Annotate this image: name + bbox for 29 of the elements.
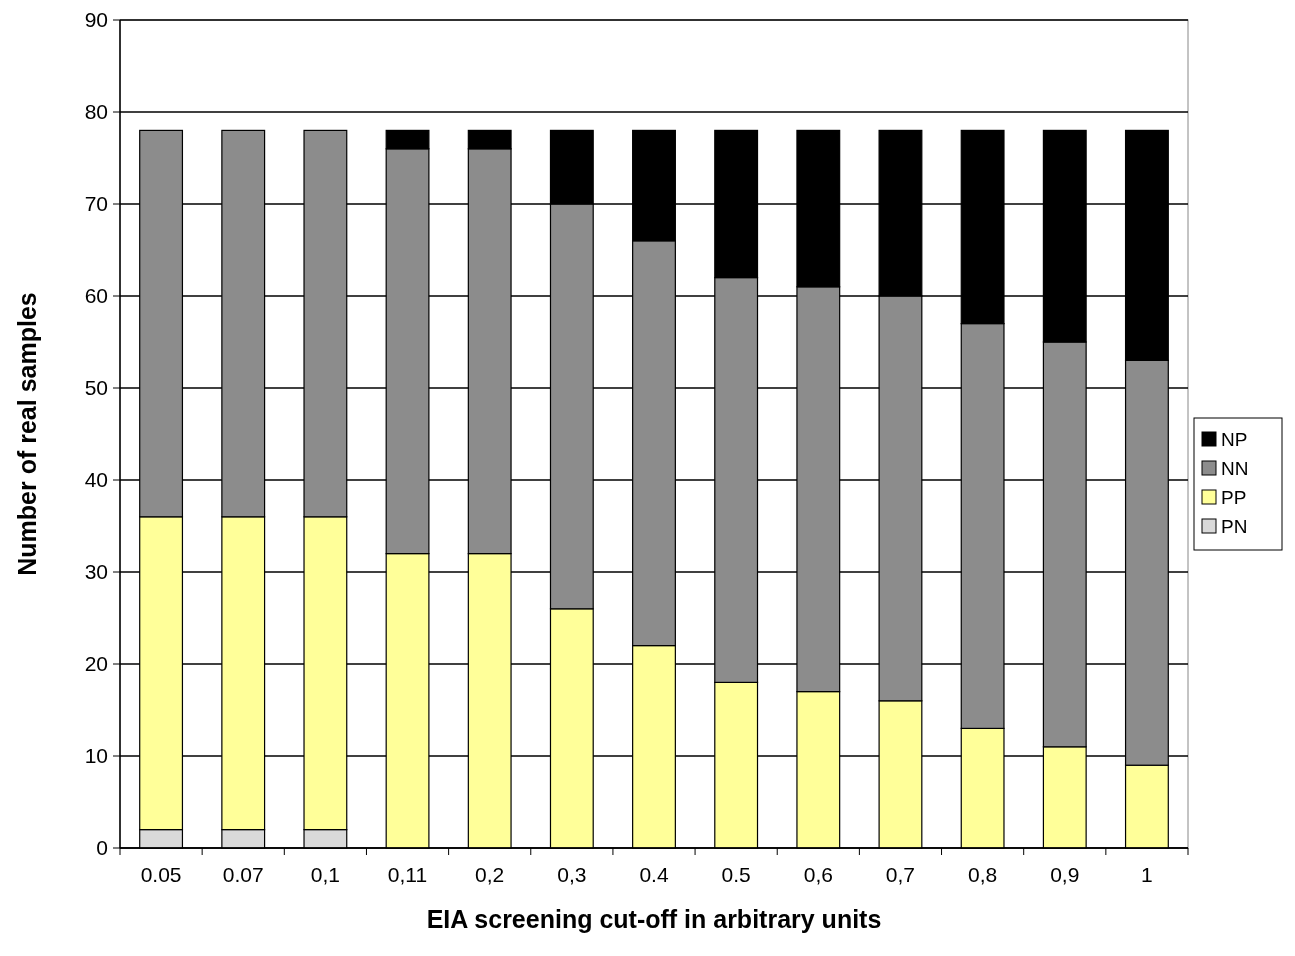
y-tick-label: 70 <box>84 192 108 216</box>
y-tick-label: 80 <box>84 100 108 124</box>
legend-label: NP <box>1221 428 1248 450</box>
y-tick-label: 0 <box>96 836 108 860</box>
x-tick-label: 0,11 <box>387 863 428 886</box>
x-tick-label: 0,2 <box>475 863 505 886</box>
x-tick-label: 0.5 <box>721 863 751 886</box>
legend-label: NN <box>1221 457 1249 479</box>
y-tick-label: 20 <box>84 652 108 676</box>
y-tick-label: 30 <box>84 560 108 584</box>
x-tick-label: 0.07 <box>222 863 264 886</box>
x-tick-label: 0.05 <box>140 863 182 886</box>
y-tick-label: 90 <box>84 8 108 32</box>
x-axis-title: EIA screening cut-off in arbitrary units <box>426 905 882 933</box>
y-tick-label: 40 <box>84 468 108 492</box>
y-tick-label: 50 <box>84 376 108 400</box>
x-tick-label: 0,8 <box>968 863 998 886</box>
x-tick-label: 1 <box>1141 863 1153 886</box>
x-tick-label: 0,6 <box>803 863 833 886</box>
x-tick-label: 0,7 <box>885 863 916 886</box>
legend-label: PP <box>1221 486 1247 508</box>
x-tick-label: 0,1 <box>310 863 340 886</box>
x-tick-label: 0.4 <box>639 863 669 886</box>
y-tick-label: 60 <box>84 284 108 308</box>
y-tick-label: 10 <box>84 744 108 768</box>
legend-label: PN <box>1221 515 1248 537</box>
x-tick-label: 0,9 <box>1050 863 1080 886</box>
x-tick-label: 0,3 <box>557 863 587 886</box>
y-axis-title: Number of real samples <box>13 292 41 576</box>
